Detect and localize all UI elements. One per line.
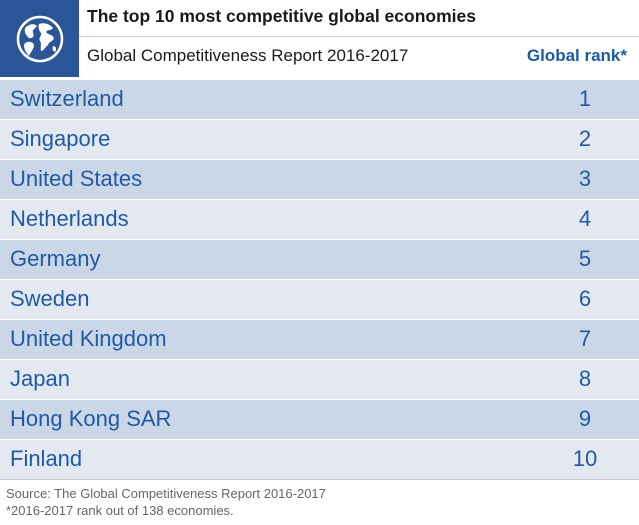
footer-divider — [0, 479, 639, 480]
table-row: United Kingdom 7 — [0, 319, 639, 359]
country-label: Switzerland — [10, 86, 124, 111]
rank-value: 2 — [578, 126, 592, 151]
rank-value: 8 — [578, 366, 592, 391]
country-label: Japan — [10, 366, 70, 391]
chart-title: The top 10 most competitive global econo… — [87, 6, 476, 26]
country-label: Netherlands — [10, 206, 129, 231]
rank-value: 7 — [578, 326, 592, 351]
table-row: Switzerland 1 — [0, 79, 639, 119]
table-row: United States 3 — [0, 159, 639, 199]
rank-value: 9 — [578, 406, 592, 431]
country-label: Sweden — [10, 286, 90, 311]
table-row: Hong Kong SAR 9 — [0, 399, 639, 439]
rank-value: 10 — [572, 446, 598, 471]
rank-value: 4 — [578, 206, 592, 231]
country-label: Germany — [10, 246, 101, 271]
rank-value: 5 — [578, 246, 592, 271]
table-row: Sweden 6 — [0, 279, 639, 319]
globe-icon — [16, 15, 63, 62]
table-row: Singapore 2 — [0, 119, 639, 159]
country-label: United Kingdom — [10, 326, 167, 351]
country-label: Hong Kong SAR — [10, 406, 172, 431]
country-label: Singapore — [10, 126, 111, 151]
table-row: Germany 5 — [0, 239, 639, 279]
footnote: *2016-2017 rank out of 138 economies. — [6, 503, 234, 518]
chart-subtitle: Global Competitiveness Report 2016-2017 — [87, 46, 409, 65]
table-row: Netherlands 4 — [0, 199, 639, 239]
wef-logo — [0, 0, 79, 77]
rank-value: 6 — [578, 286, 592, 311]
table-row: Japan 8 — [0, 359, 639, 399]
header-divider — [79, 36, 639, 37]
ranking-table: Switzerland 1 Singapore 2 United States 3 Neth… — [0, 79, 639, 479]
rank-value: 3 — [578, 166, 592, 191]
rank-value: 1 — [578, 86, 592, 111]
source-note: Source: The Global Competitiveness Repor… — [6, 486, 326, 501]
country-label: United States — [10, 166, 143, 191]
table-row: Finland 10 — [0, 439, 639, 479]
rank-column-header: Global rank* — [526, 46, 627, 65]
country-label: Finland — [10, 446, 83, 471]
